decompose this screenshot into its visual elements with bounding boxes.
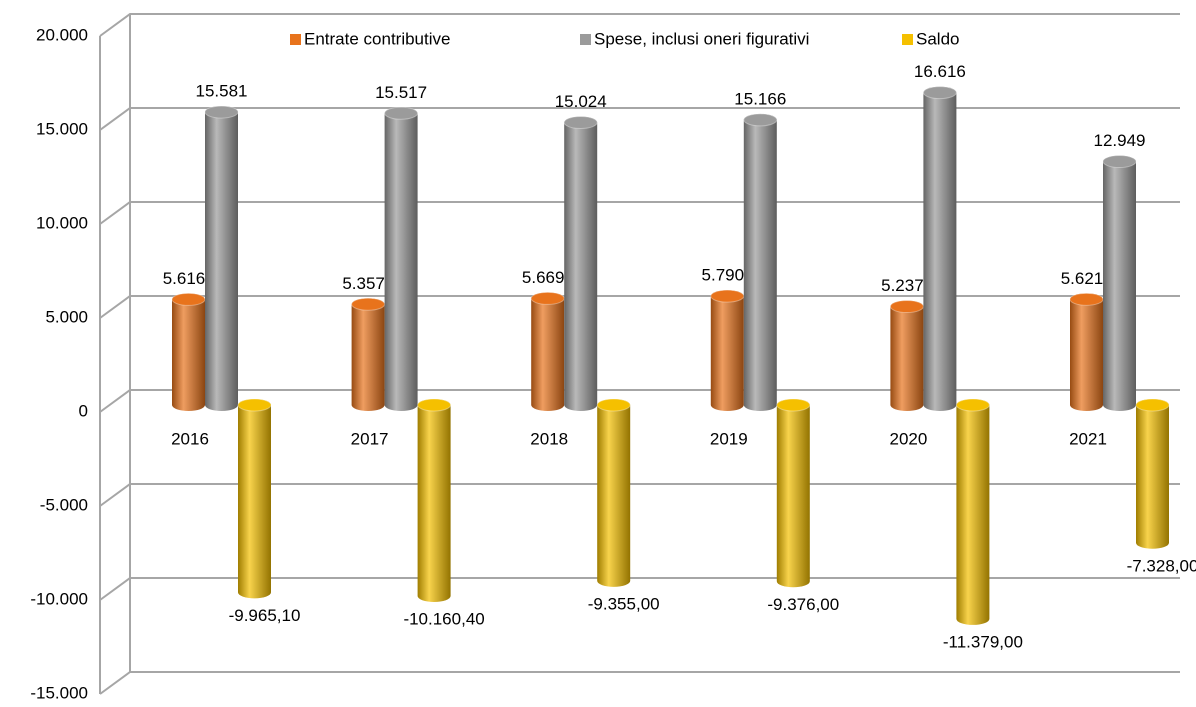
bar-cap (955, 398, 990, 412)
x-tick-label: 2016 (171, 429, 209, 448)
x-tick-label: 2021 (1069, 429, 1107, 448)
bar (1070, 293, 1103, 411)
bar-cap (171, 292, 206, 306)
y-tick-label: 0 (79, 401, 88, 420)
bar-cap (1135, 398, 1170, 412)
legend-swatch (290, 34, 301, 45)
bar (890, 300, 924, 411)
data-label: 12.949 (1094, 131, 1146, 150)
legend-swatch (580, 34, 591, 45)
bar-cap (596, 398, 631, 412)
bar (956, 399, 990, 625)
grid-line (99, 201, 1180, 225)
data-label: -9.355,00 (588, 594, 660, 613)
bar (238, 399, 271, 599)
grid-line (99, 671, 1180, 695)
bar-cap (530, 291, 565, 305)
bar (710, 290, 744, 411)
bar-cap (563, 116, 598, 130)
bar-cap (384, 106, 419, 120)
data-label: 5.790 (702, 266, 745, 285)
data-label: 5.616 (163, 269, 206, 288)
bar-cap (351, 297, 386, 311)
bar-cap (1069, 292, 1104, 306)
bar-cap (204, 105, 239, 119)
x-tick-label: 2019 (710, 429, 748, 448)
bar (776, 399, 810, 588)
bar (597, 399, 631, 587)
data-label: 15.581 (196, 82, 248, 101)
grid-line (99, 13, 1180, 37)
bar-cap (889, 300, 924, 314)
y-tick-label: -10.000 (30, 589, 88, 608)
bar-cap (922, 86, 957, 100)
legend-label: Entrate contributive (304, 29, 450, 48)
data-label: 16.616 (914, 62, 966, 81)
y-tick-label: -15.000 (30, 683, 88, 702)
x-tick-label: 2017 (351, 429, 389, 448)
bar-cap (1102, 155, 1137, 169)
bar (384, 107, 418, 412)
bar (531, 292, 565, 411)
grid-line (99, 389, 1180, 413)
data-label: 5.669 (522, 268, 565, 287)
data-label: -10.160,40 (403, 609, 484, 628)
data-label: 5.237 (881, 276, 924, 295)
data-label: -11.379,00 (943, 632, 1023, 651)
bar (1103, 155, 1136, 411)
bar (205, 106, 238, 411)
grid-line (99, 107, 1180, 131)
bar-cap (743, 113, 778, 127)
bar-cap (237, 398, 272, 412)
y-tick-label: 20.000 (36, 25, 88, 44)
bar (172, 293, 205, 411)
bar (564, 116, 598, 412)
bar (1136, 399, 1169, 549)
bar (351, 298, 385, 411)
grid-line (99, 483, 1180, 507)
bar (417, 399, 451, 603)
bar (743, 113, 777, 411)
y-tick-label: 15.000 (36, 119, 88, 138)
data-label: -7.328,00 (1127, 556, 1196, 575)
grid-line (99, 577, 1180, 601)
data-label: 5.357 (342, 274, 385, 293)
grid-line (99, 295, 1180, 319)
y-tick-label: -5.000 (40, 495, 88, 514)
data-label: -9.376,00 (767, 595, 839, 614)
bar-cap (776, 398, 811, 412)
legend-swatch (902, 34, 913, 45)
y-tick-label: 5.000 (45, 307, 88, 326)
x-tick-label: 2020 (889, 429, 927, 448)
bar-cap (417, 398, 452, 412)
data-label: 15.024 (555, 92, 607, 111)
legend-label: Saldo (916, 29, 959, 48)
x-tick-label: 2018 (530, 429, 568, 448)
data-label: 15.517 (375, 83, 427, 102)
data-label: 5.621 (1061, 269, 1104, 288)
bar (923, 86, 957, 411)
data-label: 15.166 (734, 89, 786, 108)
bar-cap (710, 289, 745, 303)
data-label: -9.965,10 (229, 606, 301, 625)
legend-label: Spese, inclusi oneri figurativi (594, 29, 809, 48)
y-tick-label: 10.000 (36, 213, 88, 232)
